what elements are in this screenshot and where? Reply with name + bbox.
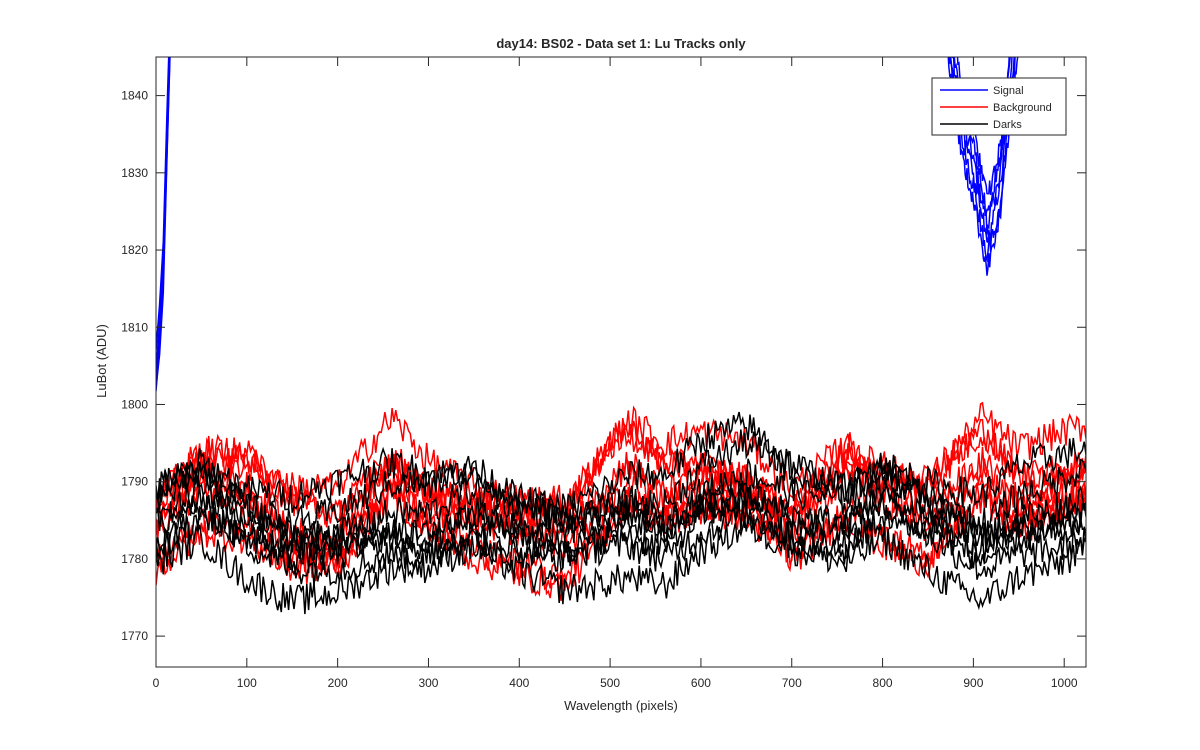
y-axis-label: LuBot (ADU): [94, 324, 109, 398]
series-darks-line: [156, 429, 1086, 543]
series-darks-line: [156, 514, 1086, 615]
x-axis-label: Wavelength (pixels): [564, 698, 678, 713]
x-tick-label: 200: [328, 676, 348, 690]
y-tick-label: 1830: [121, 166, 148, 180]
x-tick-label: 0: [153, 676, 160, 690]
x-tick-label: 400: [509, 676, 529, 690]
plot-frame: [155, 56, 1087, 668]
y-tick-label: 1820: [121, 243, 148, 257]
x-tick-label: 100: [237, 676, 257, 690]
series-darks-line: [156, 485, 1086, 572]
x-tick-label: 1000: [1051, 676, 1078, 690]
y-tick-label: 1840: [121, 89, 148, 103]
series-signal-line: [156, 57, 170, 351]
legend-background-label: Background: [993, 102, 1052, 114]
y-tick-label: 1790: [121, 475, 148, 489]
x-tick-label: 700: [782, 676, 802, 690]
x-tick-label: 500: [600, 676, 620, 690]
legend-darks-label: Darks: [993, 119, 1022, 131]
y-tick-label: 1770: [121, 629, 148, 643]
series-darks-line: [156, 411, 1086, 523]
y-tick-label: 1800: [121, 397, 148, 411]
x-tick-label: 300: [418, 676, 438, 690]
x-tick-label: 600: [691, 676, 711, 690]
legend: Signal Background Darks: [931, 77, 1067, 136]
x-tick-label: 900: [963, 676, 983, 690]
y-tick-label: 1780: [121, 552, 148, 566]
y-tick-label: 1810: [121, 320, 148, 334]
chart-title: day14: BS02 - Data set 1: Lu Tracks only: [496, 36, 746, 51]
x-tick-label: 800: [873, 676, 893, 690]
legend-signal-label: Signal: [993, 85, 1024, 97]
